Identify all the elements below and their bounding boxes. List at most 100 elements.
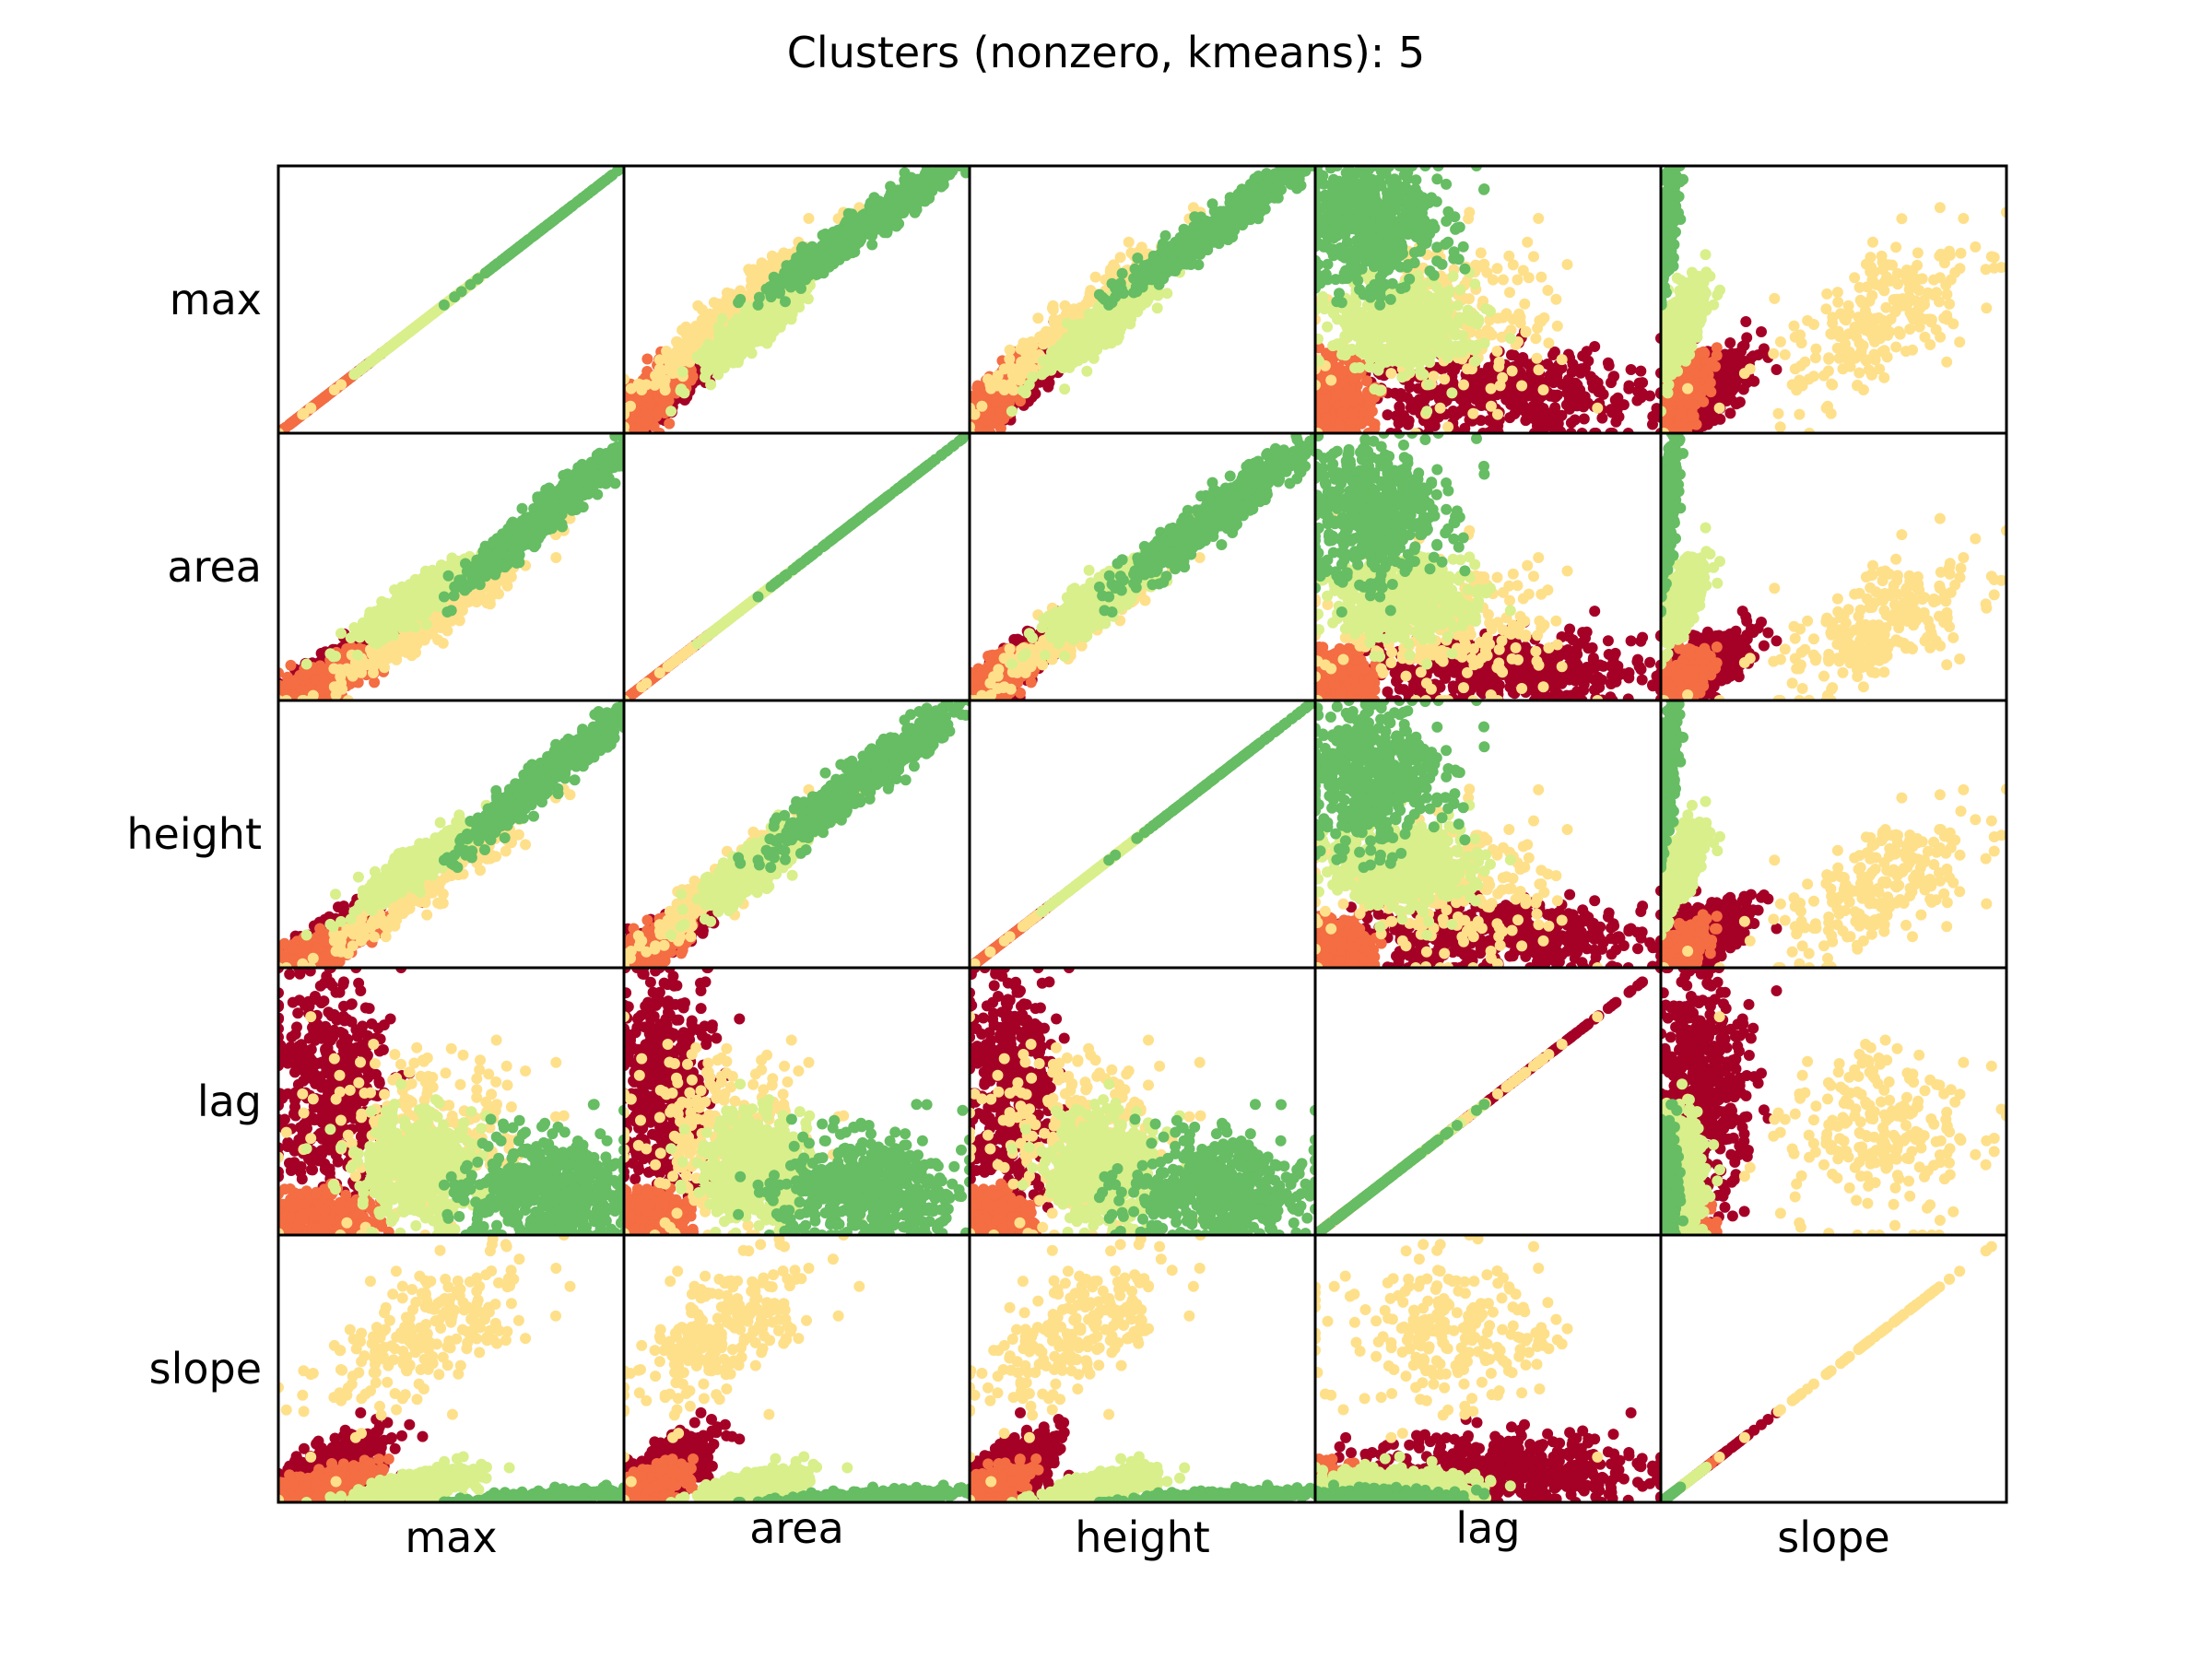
data-point [753,275,764,286]
data-point [867,207,878,218]
data-point [665,406,677,417]
data-point [1016,344,1027,355]
data-point [735,331,747,342]
data-point [867,218,878,229]
data-point [1128,273,1139,284]
data-point [826,256,837,267]
data-point [1081,366,1092,377]
data-point [719,345,730,356]
data-point [1082,320,1093,331]
data-point [1006,406,1018,417]
data-point [924,193,935,204]
data-point [588,183,599,194]
data-point [558,207,569,218]
data-point [1016,357,1027,368]
data-point [567,201,578,212]
data-point [735,294,746,305]
data-point [818,229,829,241]
data-point [798,265,809,276]
data-point [633,379,644,390]
data-point [659,397,670,408]
data-point [472,274,483,285]
data-point [679,387,690,398]
data-point [449,291,460,302]
data-point [1106,321,1117,332]
data-point [1045,352,1056,363]
data-point [514,241,525,253]
data-point [1083,345,1094,356]
data-point [425,310,436,321]
data-point [600,174,611,185]
panel-points [618,160,975,439]
data-point [713,329,724,340]
data-point [1088,310,1100,321]
panel-max-vs-max [273,160,629,439]
data-point [761,338,772,349]
data-point [1188,202,1199,213]
data-point [694,329,705,340]
data-point [767,251,778,262]
data-point [778,247,789,258]
data-point [705,379,716,390]
panel-max-vs-height [964,160,1321,439]
data-point [853,224,865,235]
data-point [747,265,759,276]
data-point [1037,369,1048,380]
data-point [787,259,798,270]
data-point [1005,345,1016,356]
data-point [938,174,949,185]
data-point [760,310,771,321]
data-point [641,354,653,365]
data-point [733,321,744,332]
data-point [825,238,836,249]
data-point [877,201,888,212]
data-point [1032,312,1043,324]
data-point [697,304,708,315]
panel-max-vs-area [618,160,975,439]
data-point [993,371,1004,382]
data-point [659,380,670,391]
data-point [914,174,925,185]
panel-points [273,160,629,439]
data-point [1064,362,1075,373]
data-point [721,294,732,305]
data-point [314,395,325,406]
data-point [504,249,515,260]
data-point [651,408,662,419]
data-point [804,213,815,224]
data-point [1090,272,1101,283]
data-point [439,300,450,311]
data-point [406,324,418,335]
data-point [1094,289,1105,300]
data-point [491,259,502,270]
data-point [1026,354,1037,365]
data-point [810,255,821,266]
data-point [1049,314,1060,325]
data-point [780,296,791,307]
data-point [1108,259,1119,270]
data-point [809,246,820,257]
data-point [1048,304,1059,315]
data-point [1005,361,1016,372]
data-point [1117,268,1128,279]
data-point [677,367,688,378]
data-point [703,338,714,349]
data-point [1161,288,1172,299]
data-point [1071,326,1082,337]
data-point [536,224,547,235]
data-point [845,238,856,249]
data-point [704,352,715,363]
data-point [1020,387,1031,398]
data-point [385,341,396,352]
data-point [898,207,909,218]
data-point [1073,303,1084,314]
data-point [753,300,764,311]
data-point [711,362,722,373]
data-point [682,333,693,344]
data-point [1152,302,1163,313]
data-point [366,356,377,367]
data-point [925,173,936,184]
data-point [663,354,674,365]
data-point [994,408,1005,419]
